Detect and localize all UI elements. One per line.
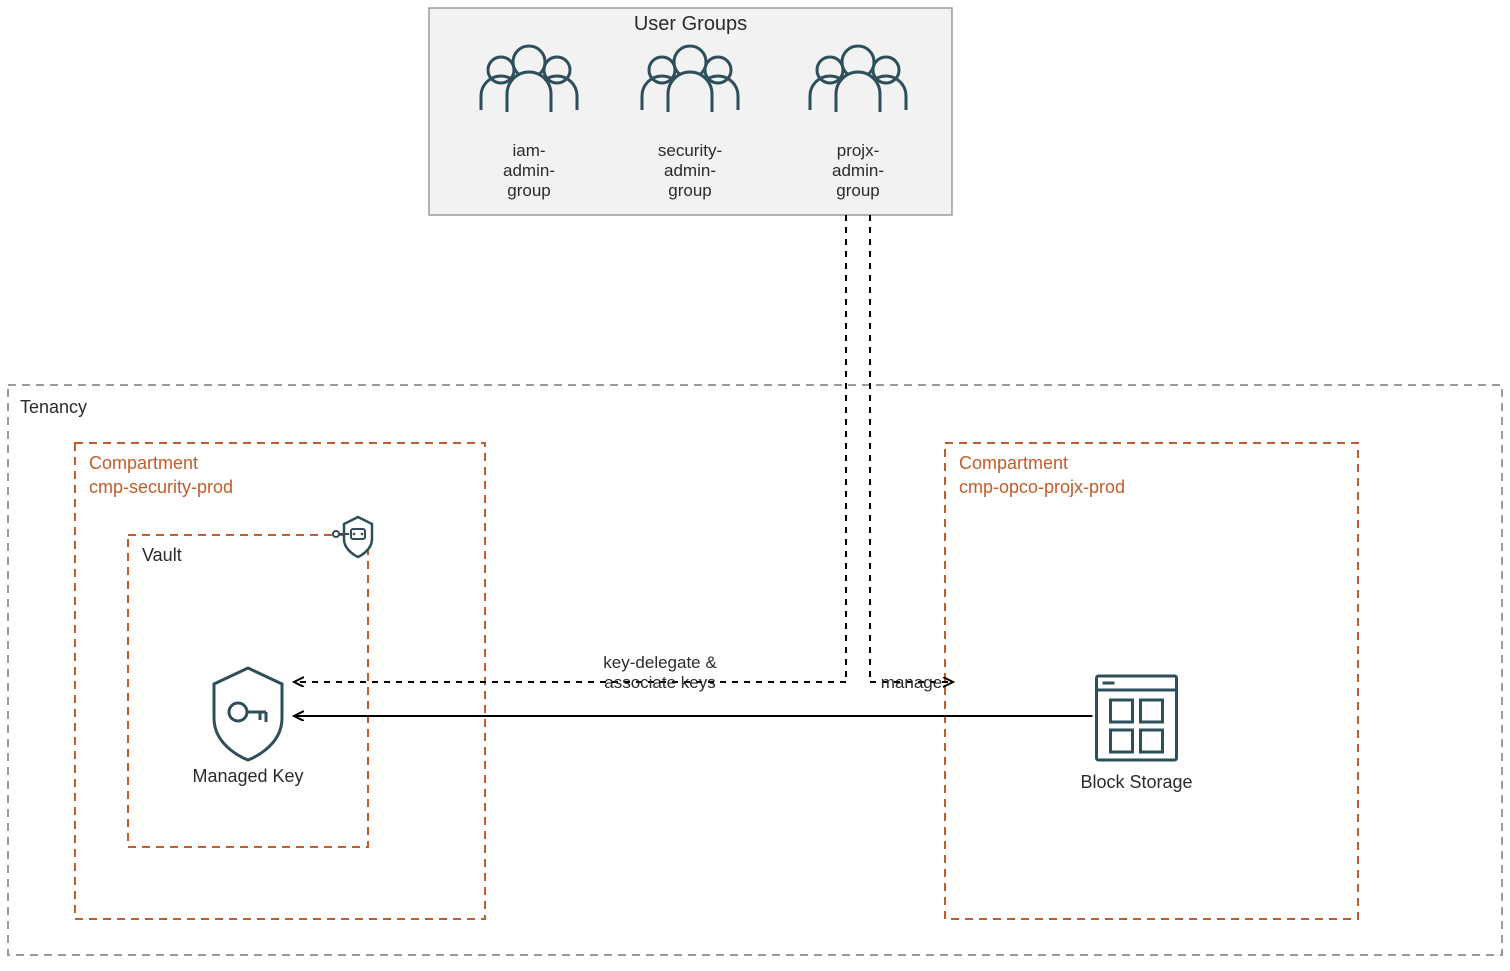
diagram-canvas: User Groups iam-admin-group security-admin…	[0, 0, 1510, 971]
group-label: group	[507, 181, 550, 200]
edge-label-delegate-1: key-delegate &	[603, 653, 717, 672]
edge-label-delegate-2: associate keys	[604, 673, 716, 692]
group-label: iam-	[512, 141, 545, 160]
vault-shield-icon	[333, 517, 372, 557]
group-label: security-	[658, 141, 722, 160]
vault-label: Vault	[142, 545, 182, 565]
compartment-name: cmp-opco-projx-prod	[959, 477, 1125, 497]
vault-box	[128, 535, 368, 847]
compartment-projx-box	[945, 443, 1358, 919]
block-storage-label: Block Storage	[1080, 772, 1192, 792]
group-label: group	[836, 181, 879, 200]
group-label: projx-	[837, 141, 880, 160]
user-groups-title: User Groups	[634, 13, 747, 35]
compartment-label: Compartment	[959, 453, 1068, 473]
group-label: admin-	[832, 161, 884, 180]
managed-key-label: Managed Key	[192, 766, 303, 786]
group-label: admin-	[664, 161, 716, 180]
managed-key-icon	[214, 668, 282, 760]
compartment-label: Compartment	[89, 453, 198, 473]
tenancy-label: Tenancy	[20, 397, 87, 417]
group-label: admin-	[503, 161, 555, 180]
compartment-name: cmp-security-prod	[89, 477, 233, 497]
edge-label-manage: manage	[881, 673, 942, 692]
block-storage-icon	[1097, 676, 1177, 760]
group-label: group	[668, 181, 711, 200]
tenancy-box	[8, 385, 1502, 955]
